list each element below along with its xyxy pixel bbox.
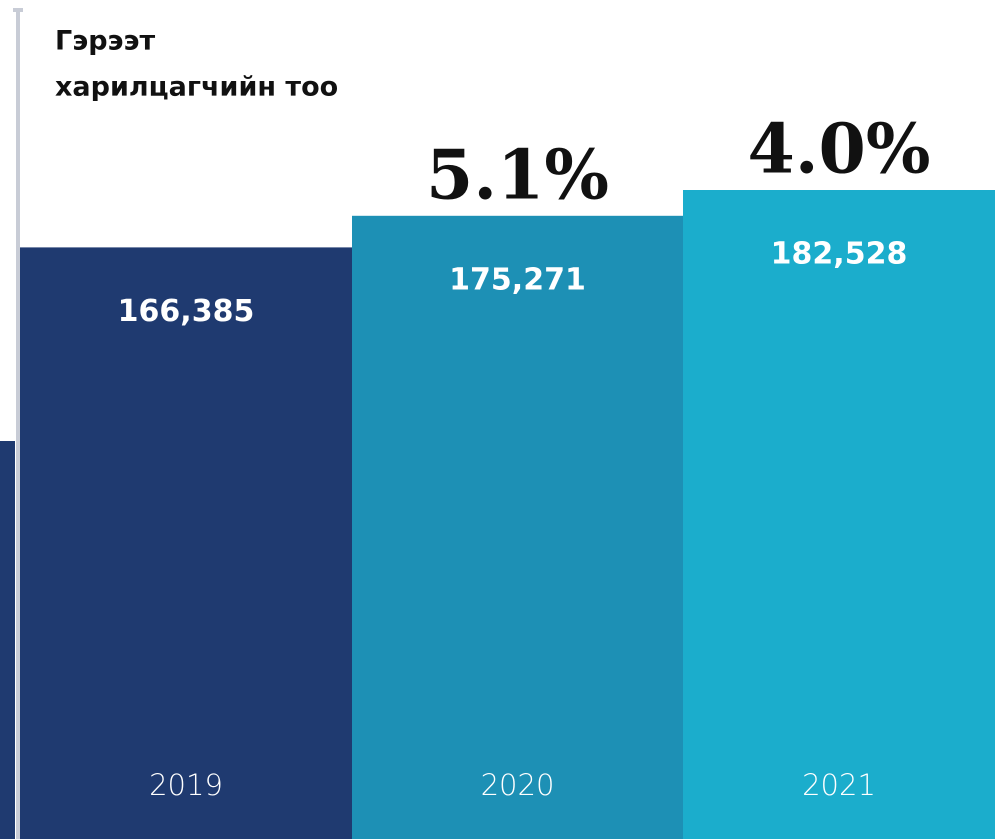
x-tick-label: 2021 (802, 768, 876, 802)
chart-title: харилцагчийн тоо (55, 72, 338, 103)
growth-label: 4.0% (748, 110, 931, 190)
growth-label: 5.1% (426, 135, 609, 215)
bar (352, 215, 683, 839)
cropped-bar (0, 441, 15, 839)
x-tick-label: 2020 (481, 768, 555, 802)
x-tick-label: 2019 (149, 768, 223, 802)
value-label: 182,528 (771, 237, 908, 272)
value-label: 175,271 (449, 262, 586, 297)
chart-title: Гэрээт (55, 26, 156, 57)
bar (683, 190, 995, 839)
value-label: 166,385 (118, 294, 255, 329)
bar (20, 247, 352, 839)
